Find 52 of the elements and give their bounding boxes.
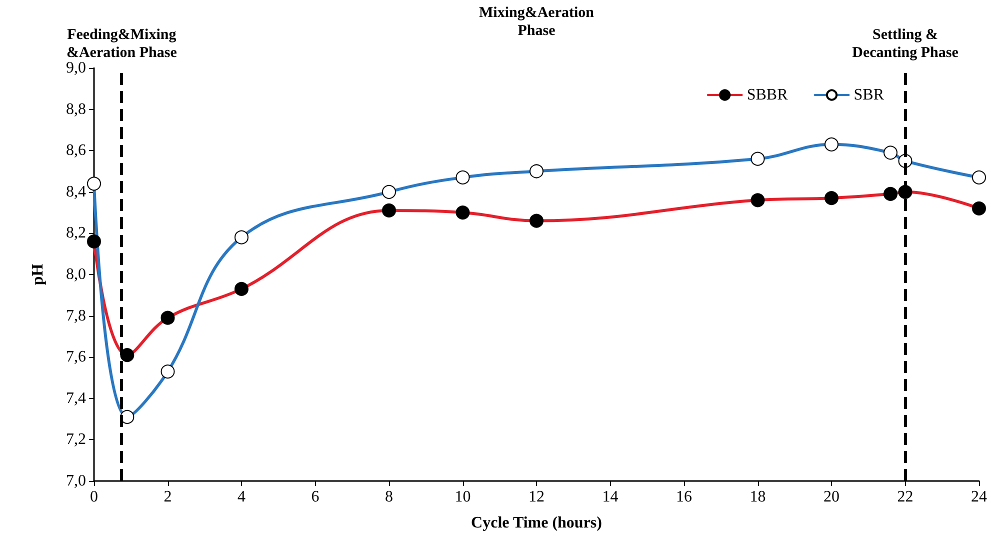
point [456,170,470,184]
point [884,146,898,160]
x-tick-label: 0 [90,488,98,506]
y-axis-title: pH [30,263,46,286]
y-tick-label: 7,6 [66,348,86,366]
point [972,170,986,184]
x-tick-label: 16 [676,488,692,506]
point [234,230,248,244]
y-tick-label: 8,2 [66,224,86,242]
x-tick-label: 6 [311,488,320,506]
point [750,193,765,208]
y-tick-label: 7,4 [66,390,86,407]
point [456,206,470,220]
point [160,310,175,325]
y-tick-label: 8,8 [66,100,86,118]
y-tick-label: 9,0 [66,60,86,76]
y-tick-label: 7,8 [66,307,86,324]
legend-label: SBR [854,86,884,104]
point [382,184,396,199]
text: Mixing&Aeration Phase [479,5,595,39]
y-tick-label: 8,6 [66,142,86,160]
point [750,152,765,166]
x-tick-label: 14 [602,488,618,506]
point [884,186,898,201]
point [530,214,544,228]
y-tick-label: 8,0 [66,266,86,283]
point [824,137,838,152]
x-tick-label: 8 [385,488,393,506]
x-tick-label: 18 [750,488,766,506]
x-tick-label: 10 [454,488,471,506]
point [234,282,248,296]
point [824,191,838,206]
x-tick-label: 24 [971,488,987,506]
x-tick-label: 2 [164,488,172,506]
ref-line-label: Settling & Decanting Phase [852,27,959,61]
point [160,364,175,379]
y-tick-label: 7,0 [66,472,86,490]
y-tick-label: 8,4 [66,183,86,200]
point [530,164,544,178]
y-tick-label: 7,2 [66,431,86,448]
x-tick-label: 22 [897,488,914,506]
x-tick-label: 4 [238,488,246,506]
ref-line-label: Feeding&Mixing &Aeration Phase [66,27,178,61]
point [382,203,396,218]
point [87,176,101,191]
point [120,348,134,362]
x-axis-title: Cycle Time (hours) [471,514,602,532]
point [87,234,101,248]
point [972,201,986,216]
legend-label: SBBR [746,86,788,104]
x-tick-label: 20 [824,488,840,506]
x-tick-label: 12 [528,488,544,506]
